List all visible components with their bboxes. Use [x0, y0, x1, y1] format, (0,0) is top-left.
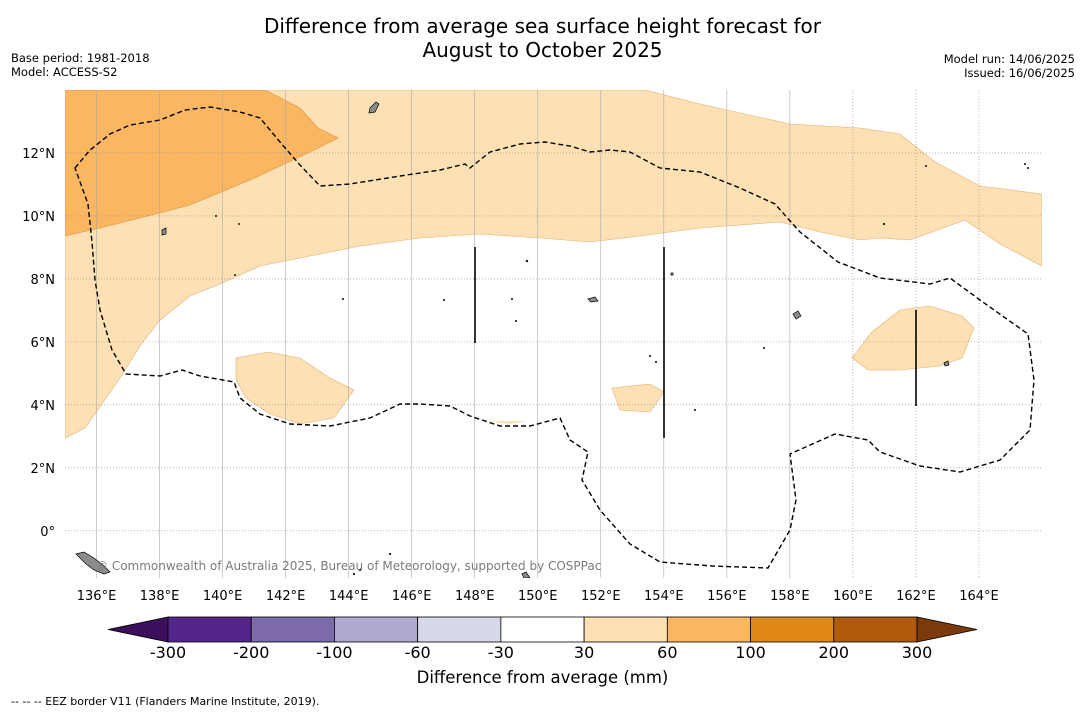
- island-palau: [161, 227, 167, 236]
- colorbar-label: 200: [818, 643, 850, 662]
- colorbar-segment: [583, 616, 668, 643]
- colorbar-label: 30: [573, 643, 595, 662]
- y-tick-label: 8°N: [31, 273, 56, 288]
- x-tick-label: 146°E: [392, 589, 432, 604]
- x-tick-label: 144°E: [329, 589, 369, 604]
- x-tick-label: 138°E: [140, 589, 180, 604]
- anomaly-region-60-100: [65, 90, 339, 237]
- colorbar-label: -30: [487, 643, 514, 662]
- island-pohnpei: [792, 310, 802, 320]
- colorbar: [107, 616, 978, 643]
- x-tick-label: 152°E: [581, 589, 621, 604]
- colorbar-segment: [334, 616, 419, 643]
- model-run-text: Model run: 14/06/2025: [943, 52, 1075, 66]
- x-tick-label: 140°E: [203, 589, 243, 604]
- eez-border: [74, 106, 1035, 569]
- x-tick-label: 154°E: [644, 589, 684, 604]
- colorbar-segment: [167, 616, 252, 643]
- colorbar-label: -200: [233, 643, 270, 662]
- colorbar-extend-high: [916, 616, 978, 643]
- y-axis-ticks: 12°N 10°N 8°N 6°N 4°N 2°N 0°: [22, 147, 55, 540]
- issued-text: Issued: 16/06/2025: [964, 66, 1075, 80]
- colorbar-segment: [833, 616, 918, 643]
- anomaly-patch-west: [235, 351, 355, 425]
- map-plot-area: © Commonwealth of Australia 2025, Bureau…: [65, 90, 1042, 578]
- credit-text: © Commonwealth of Australia 2025, Bureau…: [96, 559, 601, 573]
- colorbar-label: 100: [735, 643, 766, 662]
- x-tick-label: 148°E: [455, 589, 495, 604]
- y-tick-label: 4°N: [31, 399, 56, 414]
- colorbar-extend-low: [107, 616, 169, 643]
- anomaly-sliver: [486, 421, 526, 424]
- y-tick-label: 6°N: [31, 336, 56, 351]
- meta-right: Model run: 14/06/2025 Issued: 16/06/2025: [944, 52, 1075, 80]
- anomaly-region-30-60-north: [65, 90, 1042, 439]
- x-axis-ticks: 136°E 138°E 140°E 142°E 144°E 146°E 148°E 150°E…: [77, 589, 999, 604]
- colorbar-label: -300: [149, 643, 187, 662]
- x-tick-label: 142°E: [266, 589, 306, 604]
- island-chuuk: [587, 296, 599, 303]
- x-tick-label: 156°E: [707, 589, 747, 604]
- colorbar-label: -100: [316, 643, 353, 662]
- x-tick-label: 162°E: [896, 589, 936, 604]
- islands: [75, 101, 1030, 578]
- island-kosrae: [943, 360, 950, 367]
- anomaly-patch-east: [851, 305, 975, 371]
- gridlines: [65, 90, 1042, 578]
- anomaly-patch-central: [611, 383, 665, 413]
- y-tick-label: 0°: [40, 525, 55, 540]
- colorbar-segment: [250, 616, 335, 643]
- map-title: Difference from average sea surface heig…: [0, 14, 1085, 62]
- colorbar-label: 300: [901, 643, 933, 662]
- colorbar-title: Difference from average (mm): [416, 668, 669, 687]
- x-tick-label: 160°E: [833, 589, 873, 604]
- colorbar-label: 60: [657, 643, 678, 662]
- meta-left: Base period: 1981-2018 Model: ACCESS-S2: [11, 51, 150, 79]
- y-tick-label: 10°N: [22, 210, 55, 225]
- island-new-guinea: [75, 551, 111, 575]
- x-tick-label: 164°E: [959, 589, 999, 604]
- y-tick-label: 2°N: [31, 462, 56, 477]
- footnote-eez: -- -- -- EEZ border V11 (Flanders Marine…: [11, 695, 320, 708]
- colorbar-segment: [417, 616, 502, 643]
- x-tick-label: 150°E: [518, 589, 558, 604]
- x-tick-label: 158°E: [770, 589, 810, 604]
- colorbar-segment: [666, 616, 751, 643]
- x-tick-label: 136°E: [77, 589, 117, 604]
- base-period-text: Base period: 1981-2018: [11, 51, 150, 65]
- title-line-2: August to October 2025: [422, 38, 663, 62]
- island-guam: [368, 101, 380, 114]
- model-text: Model: ACCESS-S2: [11, 65, 118, 79]
- colorbar-segment: [500, 616, 585, 643]
- island-south: [521, 571, 531, 578]
- title-line-1: Difference from average sea surface heig…: [263, 14, 822, 38]
- colorbar-segment: [750, 616, 835, 643]
- y-tick-label: 12°N: [22, 147, 55, 162]
- colorbar-label: -60: [404, 643, 431, 662]
